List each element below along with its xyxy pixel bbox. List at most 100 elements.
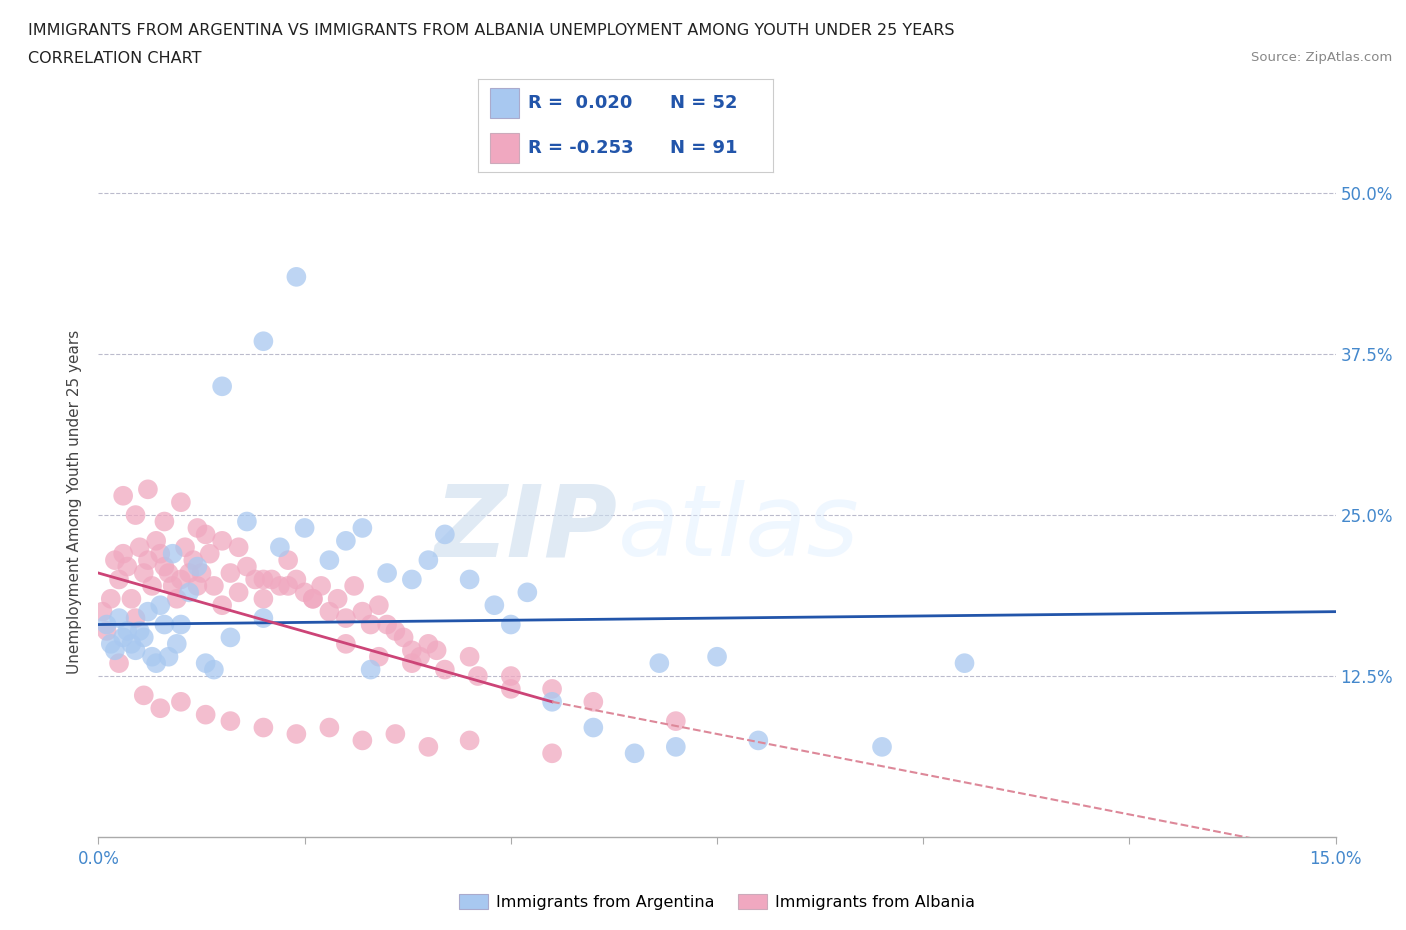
Point — [243, 572, 266, 587]
Point — [418, 552, 440, 567]
Point — [174, 539, 197, 554]
Point — [541, 682, 564, 697]
Point — [277, 552, 299, 567]
Point — [302, 591, 325, 606]
Point — [401, 572, 423, 587]
Point — [162, 578, 184, 593]
Point — [277, 578, 299, 593]
Point — [269, 539, 291, 554]
Point — [499, 682, 522, 697]
Point — [132, 565, 155, 580]
Point — [202, 578, 225, 593]
Point — [228, 585, 250, 600]
Point — [252, 611, 274, 626]
Point — [181, 552, 204, 567]
Point — [228, 539, 250, 554]
Point — [141, 578, 163, 593]
Point — [484, 598, 506, 613]
Text: IMMIGRANTS FROM ARGENTINA VS IMMIGRANTS FROM ALBANIA UNEMPLOYMENT AMONG YOUTH UN: IMMIGRANTS FROM ARGENTINA VS IMMIGRANTS … — [28, 23, 955, 38]
Point — [186, 521, 208, 536]
Point — [294, 585, 316, 600]
Point — [343, 578, 366, 593]
Text: R =  0.020: R = 0.020 — [529, 94, 633, 113]
Point — [145, 534, 167, 549]
Point — [186, 578, 208, 593]
Point — [426, 643, 449, 658]
Bar — [489, 133, 519, 163]
Bar — [489, 88, 519, 118]
Text: N = 91: N = 91 — [671, 139, 738, 157]
Point — [170, 495, 193, 510]
Point — [166, 591, 188, 606]
Point — [269, 578, 291, 593]
Point — [108, 572, 131, 587]
Point — [120, 591, 142, 606]
Point — [335, 534, 357, 549]
Point — [367, 649, 389, 664]
Text: Source: ZipAtlas.com: Source: ZipAtlas.com — [1251, 51, 1392, 64]
Point — [170, 695, 193, 710]
Point — [335, 636, 357, 651]
Point — [433, 662, 456, 677]
Point — [458, 572, 481, 587]
Point — [153, 514, 176, 529]
Legend: Immigrants from Argentina, Immigrants from Albania: Immigrants from Argentina, Immigrants fr… — [453, 887, 981, 916]
Text: atlas: atlas — [619, 481, 859, 578]
Point — [96, 618, 118, 632]
Point — [124, 643, 146, 658]
Point — [120, 636, 142, 651]
Point — [202, 662, 225, 677]
Point — [108, 656, 131, 671]
Point — [194, 656, 217, 671]
Point — [166, 636, 188, 651]
Point — [100, 591, 122, 606]
Point — [124, 611, 146, 626]
Point — [665, 713, 688, 728]
Point — [108, 611, 131, 626]
Text: CORRELATION CHART: CORRELATION CHART — [28, 51, 201, 66]
Point — [153, 618, 176, 632]
Point — [194, 527, 217, 542]
Point — [170, 572, 193, 587]
Point — [352, 733, 374, 748]
Point — [418, 739, 440, 754]
Point — [162, 546, 184, 561]
Point — [302, 591, 325, 606]
Point — [375, 618, 398, 632]
Point — [91, 604, 114, 619]
Point — [179, 565, 201, 580]
Point — [136, 552, 159, 567]
Point — [236, 514, 259, 529]
Point — [360, 662, 382, 677]
Point — [401, 643, 423, 658]
Point — [285, 270, 308, 285]
Point — [401, 656, 423, 671]
Text: ZIP: ZIP — [434, 481, 619, 578]
Point — [499, 669, 522, 684]
Point — [623, 746, 645, 761]
Point — [352, 604, 374, 619]
Point — [318, 720, 340, 735]
Point — [953, 656, 976, 671]
Point — [132, 688, 155, 703]
Point — [194, 707, 217, 722]
Point — [418, 636, 440, 651]
Point — [458, 733, 481, 748]
Point — [335, 611, 357, 626]
Point — [211, 534, 233, 549]
Point — [433, 527, 456, 542]
Y-axis label: Unemployment Among Youth under 25 years: Unemployment Among Youth under 25 years — [67, 330, 83, 674]
Point — [352, 521, 374, 536]
Point — [117, 559, 139, 574]
Point — [211, 379, 233, 393]
Point — [252, 720, 274, 735]
Point — [665, 739, 688, 754]
Point — [211, 598, 233, 613]
Point — [104, 643, 127, 658]
Point — [458, 649, 481, 664]
Point — [190, 565, 212, 580]
Point — [252, 572, 274, 587]
Point — [648, 656, 671, 671]
Point — [179, 585, 201, 600]
Point — [170, 618, 193, 632]
